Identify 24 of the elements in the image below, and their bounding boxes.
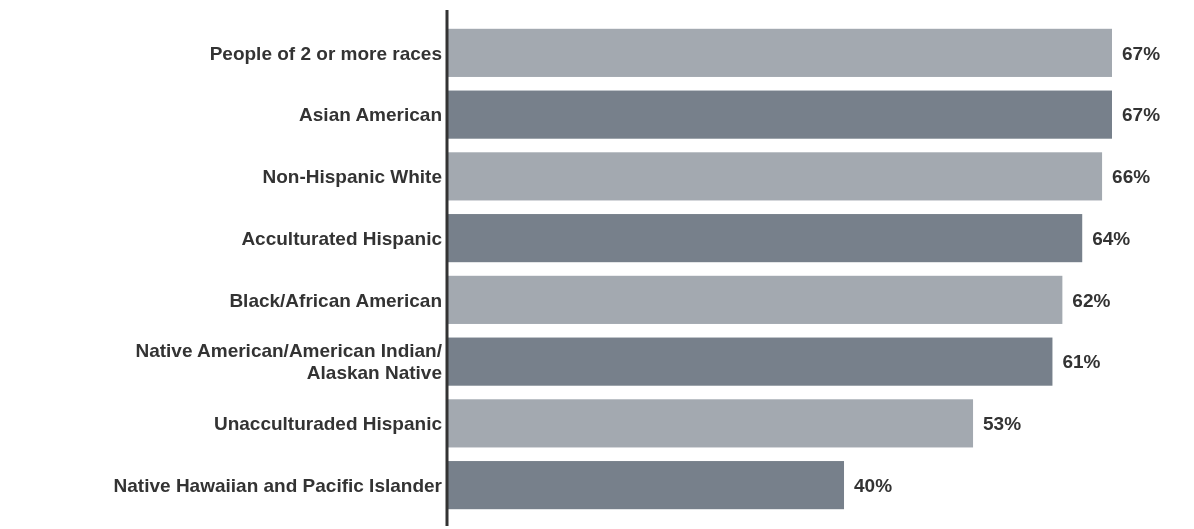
- bar: [447, 90, 1112, 139]
- data-label: 64%: [1092, 227, 1131, 249]
- bar: [447, 337, 1053, 386]
- bar: [447, 275, 1063, 324]
- y-tick-label: Native Hawaiian and Pacific Islander: [113, 474, 443, 496]
- y-tick-label: Unacculturaded Hispanic: [213, 413, 443, 435]
- y-tick-label: People of 2 or more races: [209, 42, 442, 64]
- bar: [447, 214, 1083, 263]
- bar: [447, 28, 1112, 77]
- data-label: 40%: [854, 474, 893, 496]
- bar: [447, 461, 845, 510]
- data-label: 62%: [1072, 289, 1111, 311]
- data-label: 66%: [1112, 166, 1151, 188]
- bar: [447, 152, 1103, 201]
- data-label: 53%: [983, 413, 1022, 435]
- y-tick-label: Black/African American: [229, 289, 442, 311]
- y-tick-label: Non-Hispanic White: [262, 166, 442, 188]
- y-tick-label: Acculturated Hispanic: [241, 227, 443, 249]
- data-label: 67%: [1122, 104, 1161, 126]
- y-tick-label: Asian American: [299, 104, 442, 126]
- bar: [447, 399, 974, 448]
- data-label: 67%: [1122, 42, 1161, 64]
- y-tick-label: Native American/American Indian/ Alaskan Native: [135, 340, 443, 384]
- data-label: 61%: [1062, 351, 1101, 373]
